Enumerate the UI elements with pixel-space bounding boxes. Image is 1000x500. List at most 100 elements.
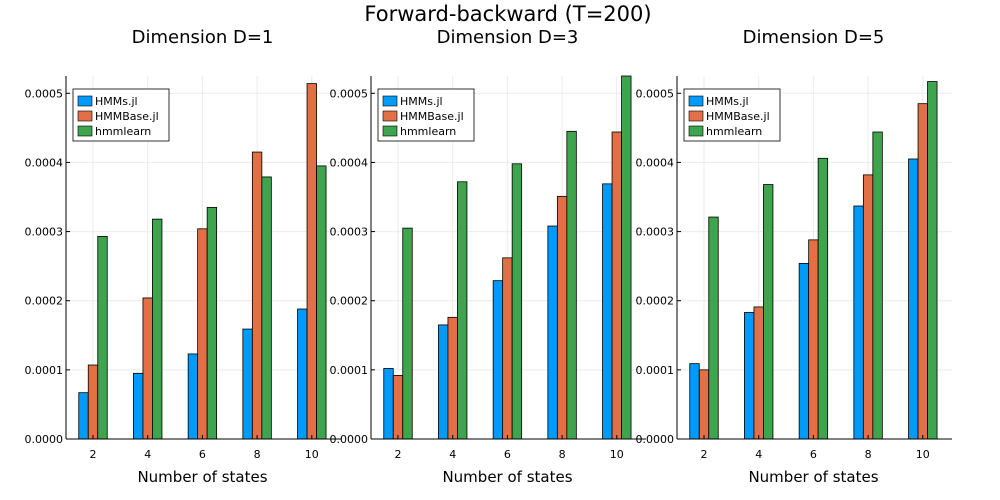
bar-hmmbase-jl-4 bbox=[142, 297, 153, 440]
y-tick-label: 0.0004 bbox=[636, 156, 675, 169]
bar-hmms-jl-10 bbox=[297, 308, 308, 440]
y-tick-label: 0.0001 bbox=[636, 364, 675, 377]
panel-title: Dimension D=1 bbox=[132, 27, 274, 48]
bar-hmmbase-jl-10 bbox=[306, 83, 317, 440]
bar-hmms-jl-6 bbox=[492, 280, 504, 440]
y-tick-label: 0.0000 bbox=[25, 433, 64, 446]
bar-hmmlearn-4 bbox=[457, 181, 468, 440]
x-tick-label: 10 bbox=[610, 448, 624, 461]
legend-swatch bbox=[688, 125, 704, 137]
bar-hmms-jl-4 bbox=[133, 372, 144, 440]
y-tick-label: 0.0002 bbox=[330, 295, 369, 308]
y-tick-label: 0.0003 bbox=[330, 226, 369, 239]
bar-hmms-jl-4 bbox=[744, 312, 755, 440]
y-tick-label: 0.0002 bbox=[636, 295, 675, 308]
bar-hmmlearn-8 bbox=[872, 131, 883, 440]
y-tick-label: 0.0002 bbox=[25, 295, 64, 308]
y-tick-label: 0.0003 bbox=[636, 226, 675, 239]
bar-hmmlearn-6 bbox=[817, 157, 829, 440]
bar-hmmbase-jl-2 bbox=[392, 374, 404, 440]
x-tick-label: 8 bbox=[865, 448, 872, 461]
chart-panel-1: 0.0000 0.0001 0.0002 0.0003 0.0004 0.0005 2 4 6 8… bbox=[25, 27, 341, 486]
y-tick-label: 0.0001 bbox=[330, 364, 369, 377]
panels: 0.0000 0.0001 0.0002 0.0003 0.0004 0.0005 2 4 6 8… bbox=[25, 27, 952, 486]
legend-swatch bbox=[382, 95, 398, 107]
x-tick-label: 10 bbox=[916, 448, 930, 461]
bar-hmms-jl-2 bbox=[383, 368, 394, 440]
x-tick-label: 8 bbox=[559, 448, 566, 461]
x-tick-label: 10 bbox=[305, 448, 319, 461]
bar-hmmbase-jl-6 bbox=[502, 257, 513, 440]
x-tick-label: 2 bbox=[701, 448, 708, 461]
bar-hmmbase-jl-2 bbox=[87, 364, 99, 440]
legend-entry: hmmlearn bbox=[706, 125, 762, 138]
legend-entry: HMMs.jl bbox=[400, 95, 443, 108]
bar-hmmbase-jl-4 bbox=[447, 316, 458, 440]
legend: HMMs.jl HMMBase.jl hmmlearn bbox=[72, 88, 170, 142]
bar-hmmbase-jl-8 bbox=[862, 174, 874, 440]
bar-hmms-jl-8 bbox=[547, 225, 558, 440]
legend-swatch bbox=[688, 95, 704, 107]
x-tick-label: 6 bbox=[504, 448, 511, 461]
x-axis-label: Number of states bbox=[137, 468, 267, 486]
x-tick-label: 4 bbox=[755, 448, 762, 461]
y-tick-label: 0.0000 bbox=[330, 433, 369, 446]
bar-hmms-jl-2 bbox=[78, 392, 89, 440]
figure-title: Forward-backward (T=200) bbox=[364, 2, 651, 26]
x-tick-label: 6 bbox=[810, 448, 817, 461]
x-tick-label: 2 bbox=[90, 448, 97, 461]
y-tick-label: 0.0005 bbox=[636, 87, 675, 100]
bar-hmms-jl-10 bbox=[908, 158, 919, 440]
bar-hmms-jl-10 bbox=[602, 183, 613, 440]
bar-hmmbase-jl-4 bbox=[753, 306, 764, 440]
bar-hmms-jl-4 bbox=[438, 324, 449, 440]
legend-swatch bbox=[382, 110, 398, 122]
x-tick-label: 2 bbox=[395, 448, 402, 461]
panel-title: Dimension D=3 bbox=[437, 27, 579, 48]
bar-hmmlearn-4 bbox=[763, 184, 774, 440]
bar-hmmbase-jl-8 bbox=[556, 195, 568, 440]
bar-hmmbase-jl-8 bbox=[251, 151, 263, 440]
legend-entry: HMMBase.jl bbox=[400, 110, 464, 123]
legend: HMMs.jl HMMBase.jl hmmlearn bbox=[377, 88, 475, 142]
bar-hmmbase-jl-2 bbox=[698, 369, 710, 440]
legend-entry: HMMBase.jl bbox=[95, 110, 159, 123]
x-axis-label: Number of states bbox=[442, 468, 572, 486]
legend-entry: HMMs.jl bbox=[95, 95, 138, 108]
bar-hmmbase-jl-10 bbox=[917, 103, 928, 440]
bar-hmms-jl-6 bbox=[187, 353, 199, 440]
bar-hmmlearn-6 bbox=[206, 206, 218, 440]
x-tick-label: 4 bbox=[449, 448, 456, 461]
y-tick-label: 0.0004 bbox=[25, 156, 64, 169]
x-tick-label: 8 bbox=[254, 448, 261, 461]
x-tick-label: 4 bbox=[144, 448, 151, 461]
panel-title: Dimension D=5 bbox=[743, 27, 885, 48]
y-tick-label: 0.0003 bbox=[25, 226, 64, 239]
legend-entry: HMMBase.jl bbox=[706, 110, 770, 123]
legend-entry: hmmlearn bbox=[400, 125, 456, 138]
bar-hmms-jl-2 bbox=[689, 363, 700, 440]
y-tick-label: 0.0004 bbox=[330, 156, 369, 169]
legend-swatch bbox=[688, 110, 704, 122]
y-tick-label: 0.0001 bbox=[25, 364, 64, 377]
legend-swatch bbox=[77, 125, 93, 137]
y-tick-label: 0.0005 bbox=[25, 87, 64, 100]
bar-hmmlearn-10 bbox=[621, 75, 632, 440]
bar-hmmlearn-4 bbox=[152, 218, 163, 440]
chart-panel-3: 0.0000 0.0001 0.0002 0.0003 0.0004 0.0005 2 4 6 8… bbox=[636, 27, 952, 486]
bar-hmmbase-jl-6 bbox=[808, 239, 819, 440]
bar-hmmlearn-2 bbox=[402, 227, 413, 440]
legend: HMMs.jl HMMBase.jl hmmlearn bbox=[683, 88, 781, 142]
bar-hmmlearn-6 bbox=[511, 163, 523, 440]
bar-hmmlearn-10 bbox=[316, 165, 327, 440]
legend-swatch bbox=[382, 125, 398, 137]
bar-hmmlearn-2 bbox=[97, 236, 108, 440]
legend-swatch bbox=[77, 95, 93, 107]
y-tick-label: 0.0005 bbox=[330, 87, 369, 100]
legend-entry: hmmlearn bbox=[95, 125, 151, 138]
chart-panel-2: 0.0000 0.0001 0.0002 0.0003 0.0004 0.0005 2 4 6 8… bbox=[330, 27, 646, 486]
bar-hmmlearn-2 bbox=[708, 216, 719, 440]
bar-hmmlearn-8 bbox=[261, 176, 272, 440]
bar-hmmlearn-10 bbox=[927, 81, 938, 440]
